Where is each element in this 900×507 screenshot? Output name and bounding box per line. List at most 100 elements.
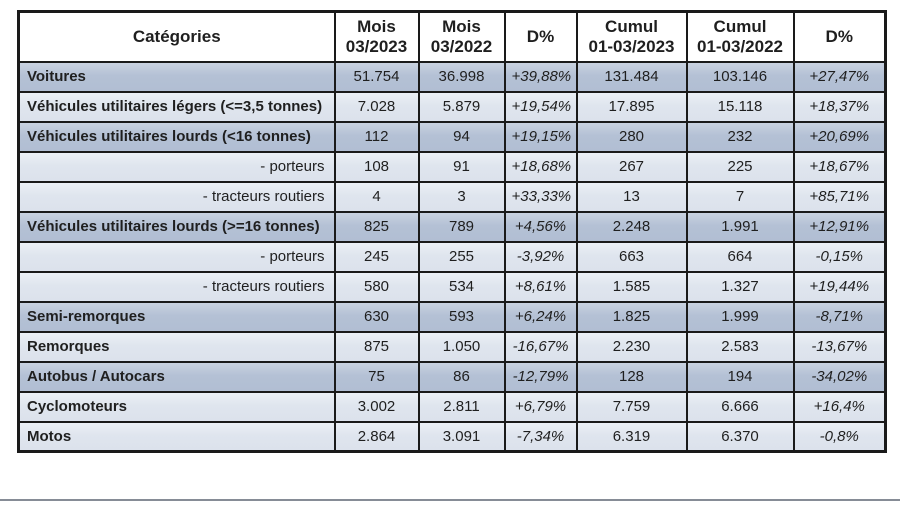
value-cell: 5.879 xyxy=(417,90,506,123)
percent-cell: +39,88% xyxy=(503,60,578,93)
column-header-cumul-2023: Cumul 01-03/2023 xyxy=(575,10,688,63)
value-cell: 245 xyxy=(333,240,420,273)
value-cell: 4 xyxy=(333,180,420,213)
value-cell: 7.028 xyxy=(333,90,420,123)
percent-cell: -3,92% xyxy=(503,240,578,273)
value-cell: 630 xyxy=(333,300,420,333)
category-cell: Véhicules utilitaires légers (<=3,5 tonn… xyxy=(17,90,336,123)
category-cell: - porteurs xyxy=(17,240,336,273)
value-cell: 94 xyxy=(417,120,506,153)
value-cell: 2.230 xyxy=(575,330,688,363)
table-row: Véhicules utilitaires lourds (<16 tonnes… xyxy=(17,120,887,153)
value-cell: 112 xyxy=(333,120,420,153)
table-row: Autobus / Autocars 75 86 -12,79% 128 194 -34,0… xyxy=(17,360,887,393)
value-cell: 789 xyxy=(417,210,506,243)
percent-cell: +18,67% xyxy=(792,150,887,183)
value-cell: 128 xyxy=(575,360,688,393)
value-cell: 534 xyxy=(417,270,506,303)
table-header: Catégories Mois 03/2023 Mois 03/2022 D% … xyxy=(17,10,887,63)
value-cell: 1.585 xyxy=(575,270,688,303)
value-cell: 86 xyxy=(417,360,506,393)
category-cell: Remorques xyxy=(17,330,336,363)
value-cell: 51.754 xyxy=(333,60,420,93)
percent-cell: -12,79% xyxy=(503,360,578,393)
table-row: - porteurs 108 91 +18,68% 267 225 +18,67% xyxy=(17,150,887,183)
column-header-categories: Catégories xyxy=(17,10,336,63)
percent-cell: +20,69% xyxy=(792,120,887,153)
percent-cell: +18,37% xyxy=(792,90,887,123)
table-row: - tracteurs routiers 4 3 +33,33% 13 7 +85,71% xyxy=(17,180,887,213)
table-row: - tracteurs routiers 580 534 +8,61% 1.585 1.3… xyxy=(17,270,887,303)
percent-cell: +16,4% xyxy=(792,390,887,423)
table-row: Véhicules utilitaires légers (<=3,5 tonn… xyxy=(17,90,887,123)
percent-cell: +85,71% xyxy=(792,180,887,213)
table-row: Cyclomoteurs 3.002 2.811 +6,79% 7.759 6.666 +1… xyxy=(17,390,887,423)
value-cell: 7.759 xyxy=(575,390,688,423)
value-cell: 7 xyxy=(685,180,795,213)
value-cell: 2.583 xyxy=(685,330,795,363)
table-row: Voitures 51.754 36.998 +39,88% 131.484 103.14… xyxy=(17,60,887,93)
category-cell: Voitures xyxy=(17,60,336,93)
value-cell: 17.895 xyxy=(575,90,688,123)
percent-cell: -0,15% xyxy=(792,240,887,273)
category-cell: - porteurs xyxy=(17,150,336,183)
value-cell: 36.998 xyxy=(417,60,506,93)
vehicle-registrations-table: Catégories Mois 03/2023 Mois 03/2022 D% … xyxy=(17,10,887,453)
table-body: Voitures 51.754 36.998 +39,88% 131.484 103.14… xyxy=(17,60,887,453)
value-cell: 1.050 xyxy=(417,330,506,363)
value-cell: 6.319 xyxy=(575,420,688,453)
value-cell: 1.825 xyxy=(575,300,688,333)
category-cell: Véhicules utilitaires lourds (>=16 tonne… xyxy=(17,210,336,243)
value-cell: 131.484 xyxy=(575,60,688,93)
category-cell: Véhicules utilitaires lourds (<16 tonnes… xyxy=(17,120,336,153)
header-row: Catégories Mois 03/2023 Mois 03/2022 D% … xyxy=(17,10,887,63)
column-header-mois-2023: Mois 03/2023 xyxy=(333,10,420,63)
percent-cell: +8,61% xyxy=(503,270,578,303)
value-cell: 875 xyxy=(333,330,420,363)
value-cell: 664 xyxy=(685,240,795,273)
value-cell: 225 xyxy=(685,150,795,183)
value-cell: 1.991 xyxy=(685,210,795,243)
value-cell: 255 xyxy=(417,240,506,273)
column-header-delta-mois: D% xyxy=(503,10,578,63)
table-row: Motos 2.864 3.091 -7,34% 6.319 6.370 -0,8% xyxy=(17,420,887,453)
table-row: - porteurs 245 255 -3,92% 663 664 -0,15% xyxy=(17,240,887,273)
value-cell: 103.146 xyxy=(685,60,795,93)
value-cell: 1.999 xyxy=(685,300,795,333)
value-cell: 75 xyxy=(333,360,420,393)
value-cell: 280 xyxy=(575,120,688,153)
percent-cell: +6,24% xyxy=(503,300,578,333)
value-cell: 194 xyxy=(685,360,795,393)
value-cell: 6.370 xyxy=(685,420,795,453)
percent-cell: +6,79% xyxy=(503,390,578,423)
value-cell: 15.118 xyxy=(685,90,795,123)
value-cell: 108 xyxy=(333,150,420,183)
column-header-mois-2022: Mois 03/2022 xyxy=(417,10,506,63)
value-cell: 2.811 xyxy=(417,390,506,423)
percent-cell: +33,33% xyxy=(503,180,578,213)
percent-cell: -8,71% xyxy=(792,300,887,333)
value-cell: 91 xyxy=(417,150,506,183)
value-cell: 663 xyxy=(575,240,688,273)
value-cell: 580 xyxy=(333,270,420,303)
table-row: Remorques 875 1.050 -16,67% 2.230 2.583 -13,67… xyxy=(17,330,887,363)
percent-cell: +19,54% xyxy=(503,90,578,123)
value-cell: 2.248 xyxy=(575,210,688,243)
percent-cell: -16,67% xyxy=(503,330,578,363)
value-cell: 1.327 xyxy=(685,270,795,303)
percent-cell: -34,02% xyxy=(792,360,887,393)
value-cell: 232 xyxy=(685,120,795,153)
percent-cell: +19,44% xyxy=(792,270,887,303)
category-cell: Autobus / Autocars xyxy=(17,360,336,393)
percent-cell: +18,68% xyxy=(503,150,578,183)
category-cell: Semi-remorques xyxy=(17,300,336,333)
value-cell: 3.091 xyxy=(417,420,506,453)
percent-cell: -7,34% xyxy=(503,420,578,453)
category-cell: Cyclomoteurs xyxy=(17,390,336,423)
percent-cell: +27,47% xyxy=(792,60,887,93)
category-cell: Motos xyxy=(17,420,336,453)
value-cell: 6.666 xyxy=(685,390,795,423)
percent-cell: +4,56% xyxy=(503,210,578,243)
value-cell: 3 xyxy=(417,180,506,213)
